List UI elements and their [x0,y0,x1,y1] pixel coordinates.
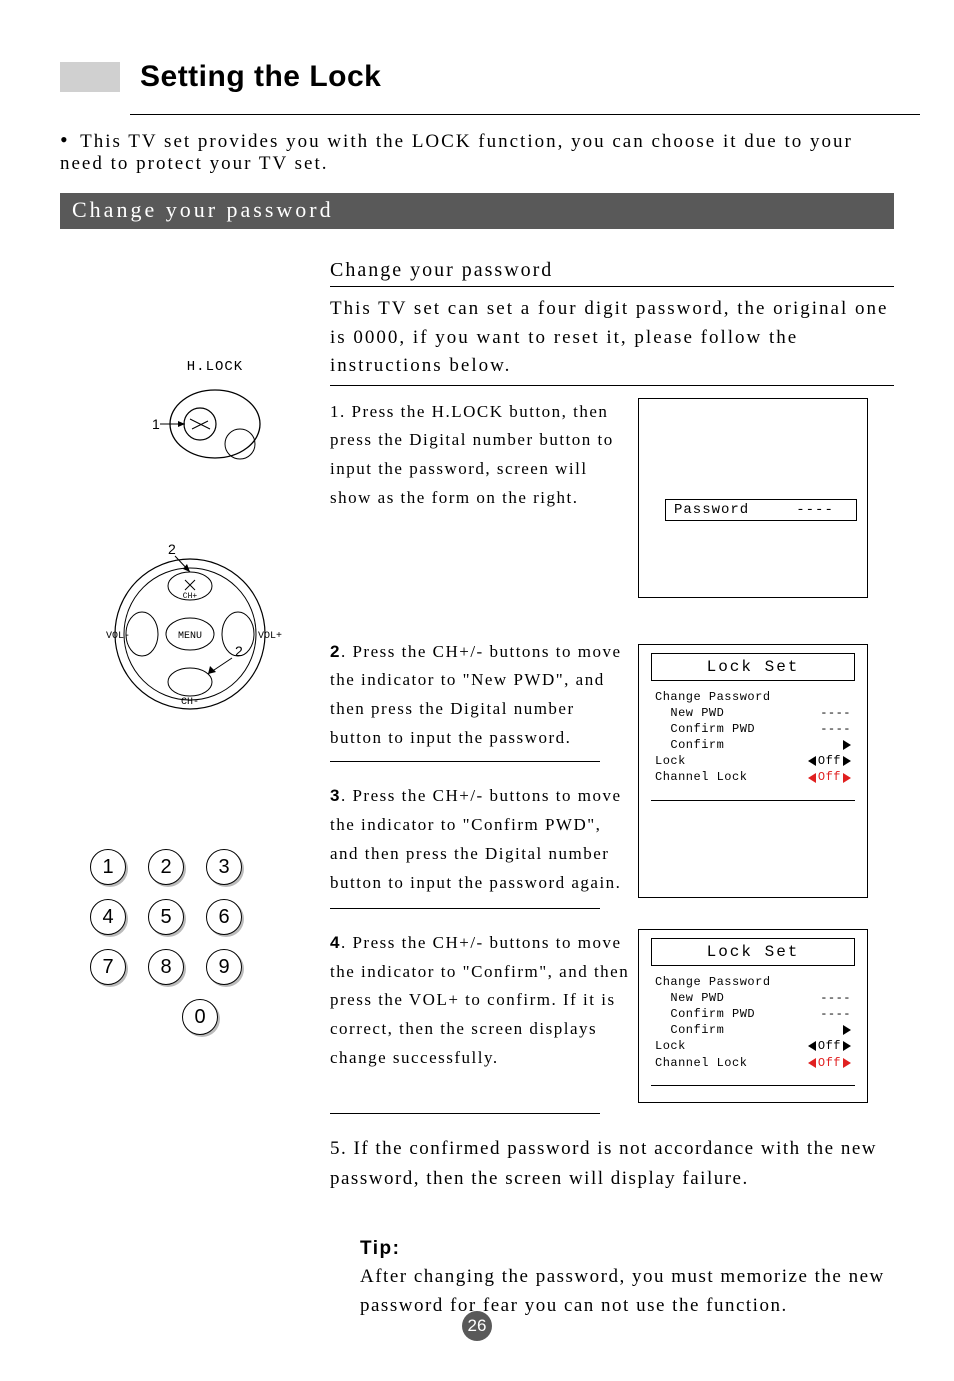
keypad-6: 6 [206,899,242,935]
password-screen: Password ---- [638,398,868,598]
ls1-divider [651,800,855,801]
menu-label: MENU [178,631,202,642]
ls2-item-3: Confirm [655,1022,724,1038]
ls1-val-1: ---- [820,705,851,721]
step-2-3-row: 2. Press the CH+/- buttons to move the i… [330,638,894,898]
keypad-figure: 1 2 3 4 5 6 7 8 9 0 [90,849,310,1035]
callout-2-top: 2 [168,541,190,572]
subsection-underline [330,286,894,287]
intro-text: This TV set provides you with the LOCK f… [60,131,853,174]
step-4-rest: . Press the CH+/- buttons to move the in… [330,933,629,1068]
triangle-right-icon [843,773,851,783]
subsection-divider [330,385,894,386]
password-field: Password ---- [665,499,857,521]
dpad-figure: MENU CH+ CH- VOL- VOL+ 2 [60,534,310,739]
step-1-text: 1. Press the H.LOCK button, then press t… [330,398,630,598]
lockset-screen-1: Lock Set Change Password New PWD ---- Con… [638,644,868,898]
svg-text:2: 2 [235,643,243,659]
svg-text:1: 1 [152,416,160,432]
ls2-item-2: Confirm PWD [655,1006,755,1022]
svg-text:VOL+: VOL+ [258,631,282,642]
triangle-right-icon [843,740,851,750]
keypad-1: 1 [90,849,126,885]
keypad-5: 5 [148,899,184,935]
triangle-left-icon [808,756,816,766]
ls1-item-4: Lock [655,753,686,769]
ls1-val-2: ---- [820,721,851,737]
ls1-item-1: New PWD [655,705,724,721]
keypad-4: 4 [90,899,126,935]
triangle-left-icon [808,773,816,783]
svg-text:CH-: CH- [181,697,199,708]
password-value: ---- [796,502,834,518]
title-decor-block [60,62,120,92]
keypad-8: 8 [148,949,184,985]
section-heading-bar: Change your password [60,193,894,229]
subsection-title: Change your password [330,259,894,282]
keypad-7: 7 [90,949,126,985]
ls2-item-0: Change Password [655,974,771,990]
triangle-left-icon [808,1058,816,1068]
password-label: Password [674,502,749,518]
keypad-0: 0 [182,999,218,1035]
tip-text: After changing the password, you must me… [360,1263,894,1320]
triangle-right-icon [843,1025,851,1035]
step-4-divider [330,1113,600,1114]
tip-block: Tip: After changing the password, you mu… [360,1235,894,1321]
ls1-item-3: Confirm [655,737,724,753]
ls2-item-1: New PWD [655,990,724,1006]
page-number: 26 [462,1311,492,1341]
tip-label: Tip: [360,1235,894,1264]
lockset-2-title: Lock Set [651,938,855,966]
triangle-right-icon [843,1041,851,1051]
ls2-val-1: ---- [820,990,851,1006]
hlock-figure: H.LOCK 1 [60,359,310,474]
page-title-area: Setting the Lock [60,60,894,94]
step-3-text: 3. Press the CH+/- buttons to move the i… [330,782,630,898]
ls2-item-5: Channel Lock [655,1055,747,1071]
triangle-right-icon [843,756,851,766]
title-underline [130,114,920,115]
ls2-val-2: ---- [820,1006,851,1022]
ls1-item-0: Change Password [655,689,771,705]
svg-text:CH+: CH+ [183,592,198,601]
page-title: Setting the Lock [140,60,381,94]
triangle-right-icon [843,1058,851,1068]
content-row: H.LOCK 1 MENU [60,259,894,1320]
step-5-text: 5. If the confirmed password is not acco… [330,1134,894,1195]
right-column: Change your password This TV set can set… [330,259,894,1320]
triangle-left-icon [808,1041,816,1051]
ls2-item-4: Lock [655,1038,686,1054]
step-2-text: 2. Press the CH+/- buttons to move the i… [330,638,630,754]
callout-1: 1 [152,416,185,432]
keypad-3: 3 [206,849,242,885]
hlock-label: H.LOCK [120,359,310,375]
keypad-2: 2 [148,849,184,885]
ls1-item-5: Channel Lock [655,769,747,785]
step-2-rest: . Press the CH+/- buttons to move the in… [330,642,622,748]
ls1-item-2: Confirm PWD [655,721,755,737]
step-4-text: 4. Press the CH+/- buttons to move the i… [330,929,630,1103]
step-4-num: 4 [330,933,341,952]
lockset-screen-2: Lock Set Change Password New PWD ---- Con… [638,929,868,1103]
step-3-divider [330,908,600,909]
bullet-icon: • [60,127,70,152]
subsection-intro: This TV set can set a four digit passwor… [330,295,894,381]
page-intro: • This TV set provides you with the LOCK… [60,127,894,175]
step-3-rest: . Press the CH+/- buttons to move the in… [330,786,622,892]
step-2-divider [330,761,600,762]
ls2-divider [651,1085,855,1086]
step-1-row: 1. Press the H.LOCK button, then press t… [330,398,894,598]
left-column: H.LOCK 1 MENU [60,259,310,1320]
step-4-row: 4. Press the CH+/- buttons to move the i… [330,929,894,1103]
step-3-num: 3 [330,786,341,805]
keypad-9: 9 [206,949,242,985]
svg-text:VOL-: VOL- [106,631,130,642]
step-2-num: 2 [330,642,341,661]
lockset-1-title: Lock Set [651,653,855,681]
svg-text:2: 2 [168,541,176,557]
